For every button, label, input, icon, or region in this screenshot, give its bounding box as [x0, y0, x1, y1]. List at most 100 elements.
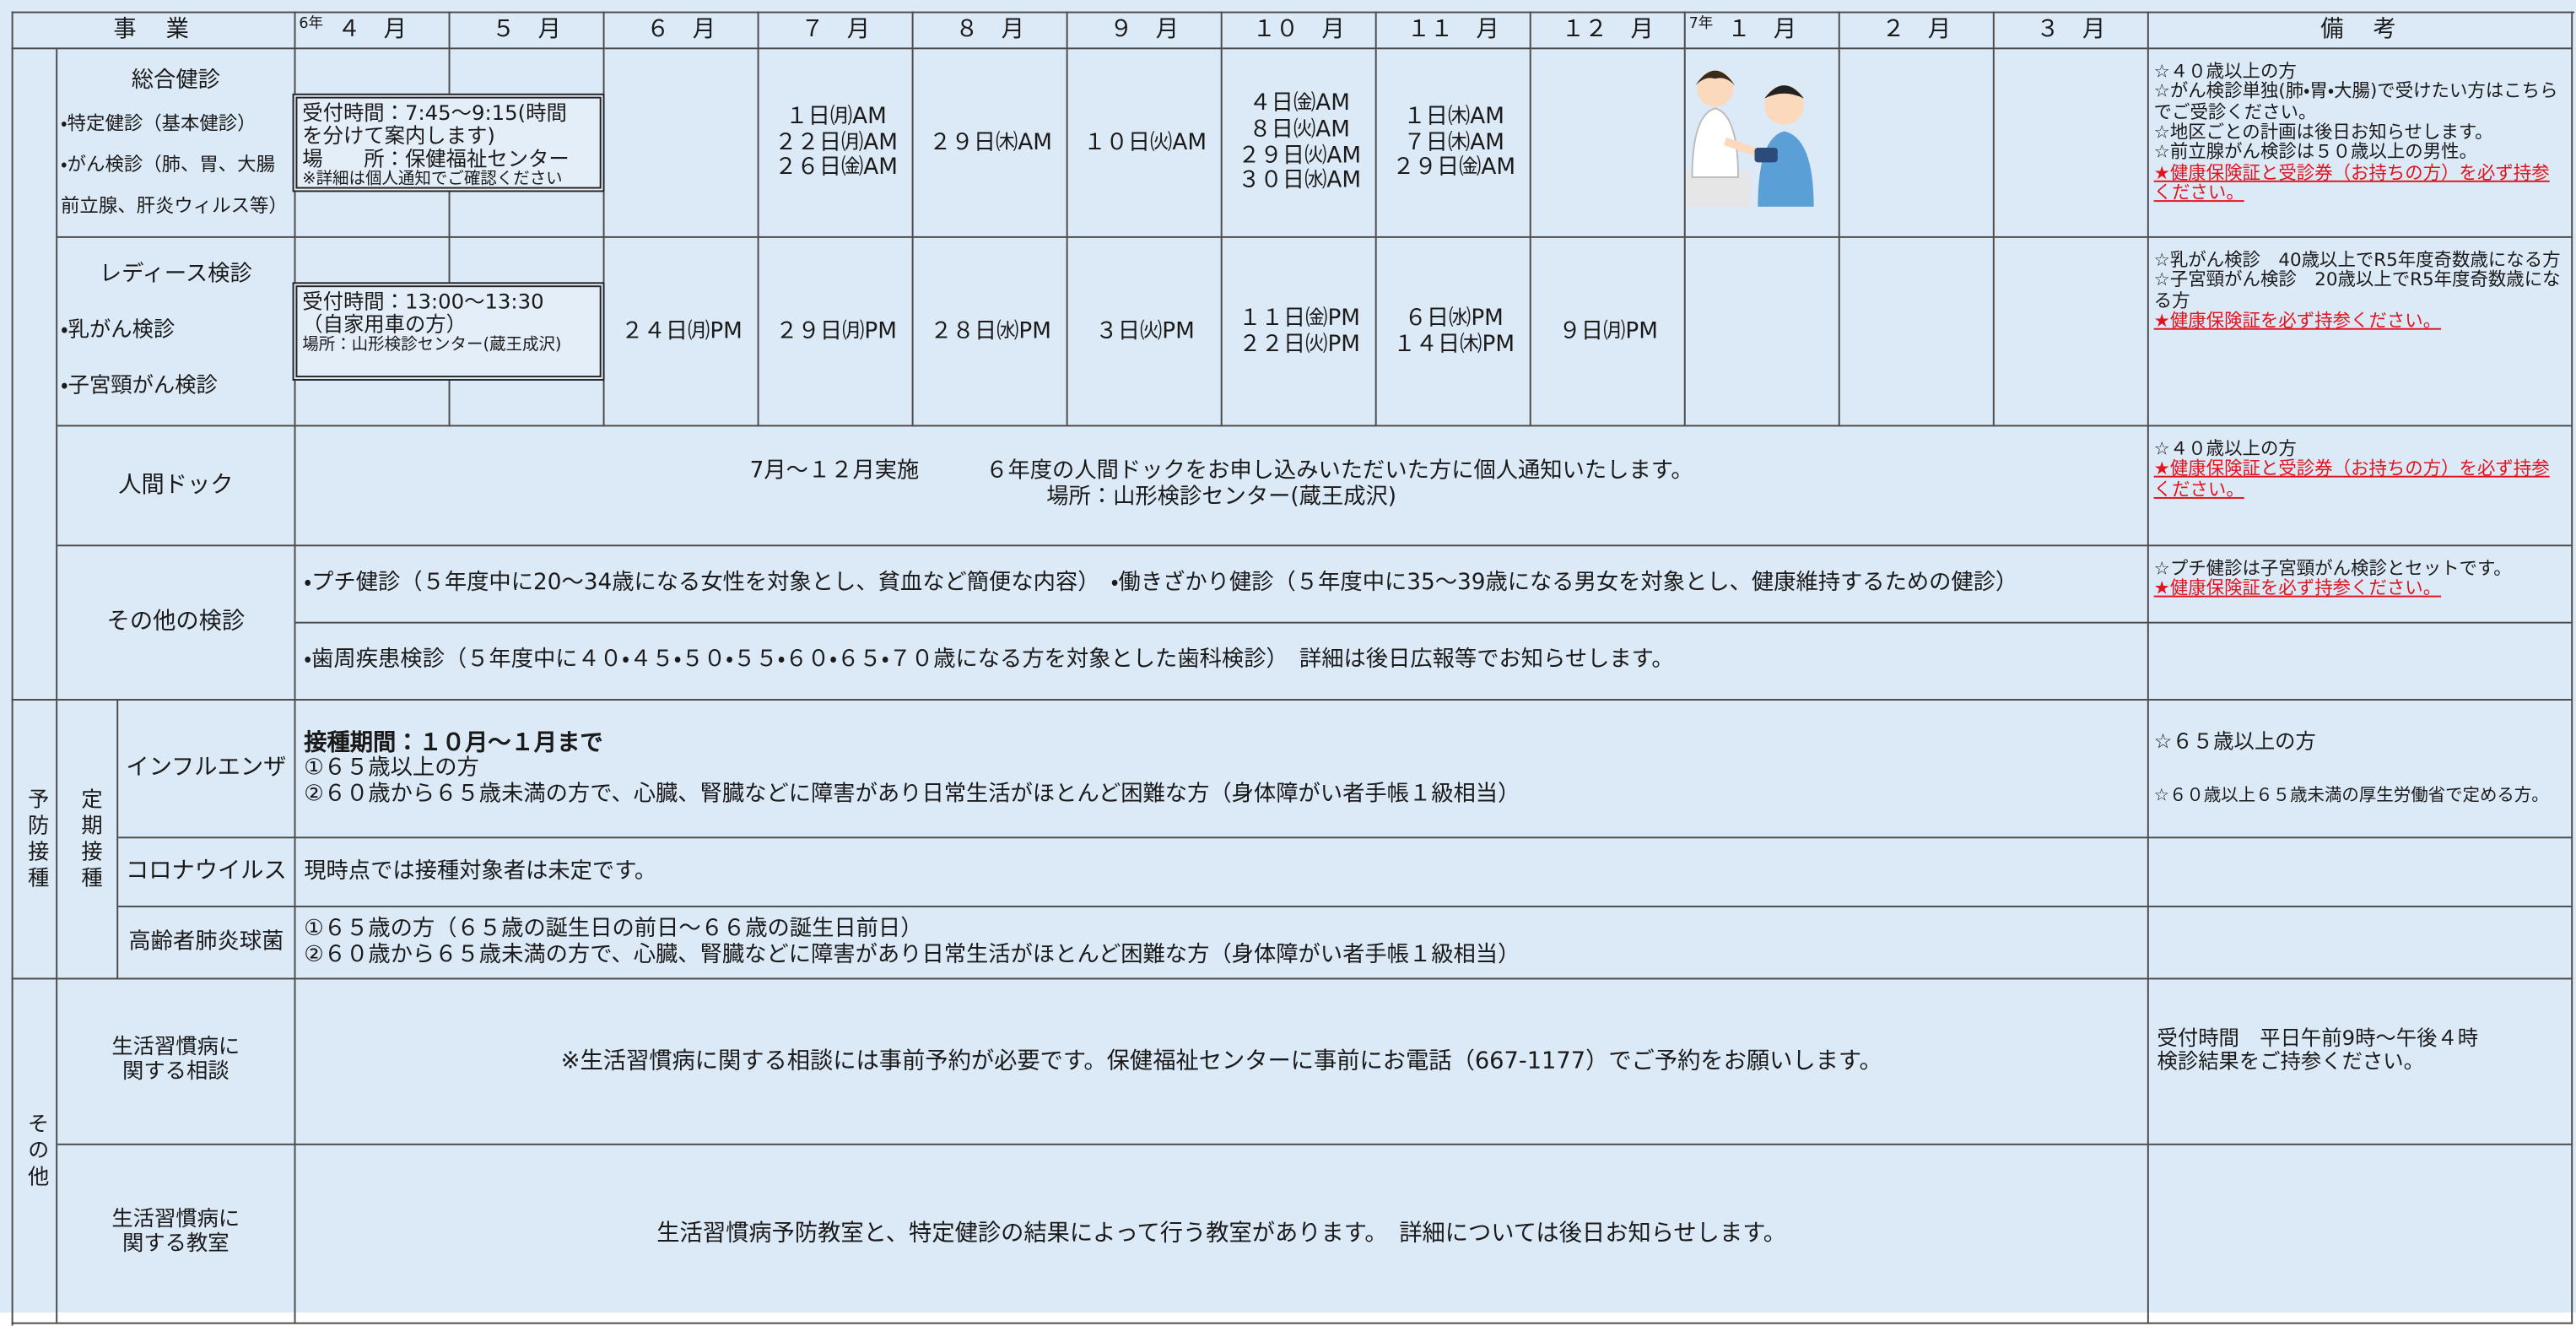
remarks-cell: ☆乳がん検診 40歳以上でR5年度奇数歳になる方 ☆子宮頸がん検診 20歳以上でR… [2148, 237, 2573, 427]
item-title: 生活習慣病に [111, 1035, 240, 1060]
month-label: １ 月 [1727, 16, 1797, 43]
item-title: 総合健診 [131, 67, 220, 94]
reception-line: を分けて案内します) [302, 123, 495, 149]
remark-warning: ★健康保険証と受診券（お持ちの方）を必ず持参ください。 [2153, 457, 2550, 501]
schedule-date: ３０日㈬AM [1238, 167, 1362, 194]
reception-line: 場所：山形検診センター(蔵王成沢) [302, 336, 562, 355]
month-label: ３ 月 [2036, 16, 2106, 43]
schedule-date: １日㈭AM [1403, 103, 1504, 130]
schedule-cell: ２８日㈬PM [914, 238, 1068, 427]
item-label: 高齢者肺炎球菌 [118, 907, 296, 980]
wide-cell: ①６５歳の方（６５歳の誕生日の前日～６６歳の誕生日前日） ②６０歳から６５歳未満の… [295, 907, 2149, 980]
other-text: ※生活習慣病に関する相談には事前予約が必要です。保健福祉センターに事前にお電話（… [560, 1047, 1882, 1075]
vaccine-line: 現時点では接種対象者は未定です。 [304, 858, 657, 885]
month-label: ４ 月 [338, 16, 407, 43]
schedule-cell: １日㈭AM ７日㈭AM ２９日㈮AM [1377, 49, 1531, 238]
schedule-date: １１日㈮PM [1239, 305, 1360, 332]
header-business: 事 業 [113, 16, 192, 43]
schedule-date: １日㈪AM [786, 103, 887, 130]
schedule-date: ２６日㈮AM [775, 154, 898, 181]
schedule-date: ２４日㈪PM [621, 317, 743, 344]
item-detail: 前立腺、肝炎ウィルス等） [61, 193, 288, 217]
month-label: ２ 月 [1882, 16, 1952, 43]
schedule-date: ９日㈪PM [1558, 317, 1658, 344]
item-title: その他の検診 [106, 609, 246, 636]
remark-warning: ★健康保険証を必ず持参ください。 [2153, 310, 2442, 332]
month-header: ４ 月 [295, 11, 451, 50]
month-header: １ 月 [1685, 11, 1840, 50]
item-title: コロナウイルス [125, 858, 287, 885]
item-label: 生活習慣病に 関する相談 [57, 979, 296, 1145]
month-cell [1994, 49, 2149, 238]
subgroup-label: 定期接種 [76, 787, 101, 892]
item-label: その他の検診 [57, 546, 296, 701]
group-label: その他 [23, 1111, 48, 1191]
month-cell [1376, 49, 1531, 238]
dock-line: 7月～１２月実施 ６年度の人間ドックをお申し込みいただいた方に個人通知いたします… [749, 458, 1693, 485]
reception-line: （自家用車の方） [302, 311, 467, 337]
schedule-cell: ２９日㈪PM [759, 238, 914, 427]
header-cell: 備 考 [2148, 11, 2573, 50]
schedule-cell: １日㈪AM ２２日㈪AM ２６日㈮AM [759, 49, 914, 238]
exam-line: ・歯周疾患検診（５年度中に４０・４５・５０・５５・６０・６５・７０歳になる方を対… [304, 647, 1674, 674]
month-cell [604, 49, 759, 238]
remark-warning: ★健康保険証を必ず持参ください。 [2153, 577, 2442, 600]
month-header: １１ 月 [1376, 11, 1531, 50]
remark-note: ☆プチ健診は子宮頸がん検診とセットです。 [2153, 557, 2512, 580]
remarks-cell: ☆６５歳以上の方 ☆６０歳以上６５歳未満の厚生労働省で定める方。 [2148, 701, 2573, 839]
month-label: １０ 月 [1252, 16, 1345, 43]
schedule-date: ６日㈬PM [1404, 305, 1504, 332]
month-cell [1222, 237, 1377, 427]
month-cell [1685, 49, 1840, 238]
month-cell [759, 49, 914, 238]
schedule-date: １４日㈭PM [1393, 330, 1515, 357]
reception-line: 受付時間：13:00～13:30 [302, 289, 544, 314]
month-header: ７ 月 [759, 11, 914, 50]
item-title: レディース検診 [99, 261, 252, 288]
remarks-cell [2148, 838, 2573, 907]
vaccine-line: ②６０歳から６５歳未満の方で、心臓、腎臓などに障害があり日常生活がほとんど困難な… [304, 780, 1520, 807]
item-label: インフルエンザ [118, 701, 296, 839]
year-label: 7年 [1688, 16, 1714, 33]
frame [11, 11, 2575, 1326]
remark-warning: ★健康保険証と受診券（お持ちの方）を必ず持参ください。 [2153, 161, 2550, 203]
item-title: 高齢者肺炎球菌 [128, 928, 284, 955]
schedule-date: ８日㈫AM [1249, 116, 1350, 143]
item-label: 人間ドック [57, 426, 296, 547]
remarks-cell: ☆４０歳以上の方 ★健康保険証と受診券（お持ちの方）を必ず持参ください。 [2148, 426, 2573, 547]
item-title: 関する教室 [122, 1231, 230, 1257]
month-label: ８ 月 [955, 16, 1025, 43]
month-header: ２ 月 [1839, 11, 1995, 50]
month-cell [1839, 237, 1995, 427]
item-detail: ・乳がん検診 [61, 317, 176, 343]
schedule-date: ２２日㈫PM [1239, 330, 1360, 357]
reception-line: 受付時間：7:45～9:15(時間 [302, 100, 567, 125]
month-cell [913, 49, 1068, 238]
month-header: ５ 月 [450, 11, 605, 50]
month-cell [1531, 237, 1686, 427]
month-cell [1376, 237, 1531, 427]
schedule-date: ４日㈮AM [1249, 90, 1350, 117]
item-title: 人間ドック [118, 472, 234, 499]
remark-note: 検診結果をご持参ください。 [2157, 1048, 2424, 1074]
item-title: 関する相談 [122, 1059, 230, 1085]
schedule-cell: ２９日㈭AM [914, 49, 1068, 238]
month-cell [913, 237, 1068, 427]
group-cell: 予防接種 [11, 701, 58, 980]
item-label: コロナウイルス [118, 838, 296, 907]
remark-note: 受付時間 平日午前9時～午後４時 [2157, 1025, 2479, 1050]
remark-note: ☆４０歳以上の方 [2153, 60, 2297, 83]
month-label: ７ 月 [801, 16, 870, 43]
header-remarks: 備 考 [2320, 16, 2400, 43]
remarks-cell [2148, 1145, 2573, 1324]
item-label: レディース検診・乳がん検診・子宮頸がん検診 [57, 237, 296, 427]
schedule-date: ２９日㈭AM [929, 129, 1052, 156]
month-label: ９ 月 [1110, 16, 1180, 43]
schedule-cell: ３日㈫PM [1068, 238, 1223, 427]
month-label: ６ 月 [646, 16, 716, 43]
month-header: ８ 月 [913, 11, 1068, 50]
item-detail: ・子宮頸がん検診 [61, 373, 218, 398]
wide-cell: 現時点では接種対象者は未定です。 [295, 838, 2149, 907]
month-cell [759, 237, 914, 427]
